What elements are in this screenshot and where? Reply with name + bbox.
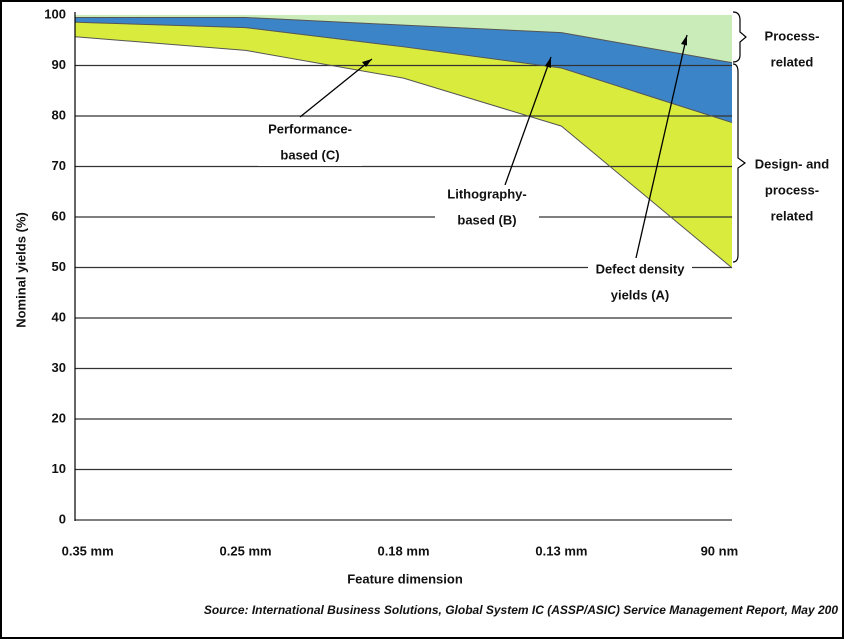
y-tick-label: 90 [52,57,66,72]
label-background [588,286,692,306]
annotation: Performance- [268,121,352,136]
boundary-line [74,36,733,269]
label-background [588,260,692,280]
annotation: Process- [765,28,820,43]
y-tick-label: 80 [52,107,66,122]
y-tick-label: 60 [52,208,66,223]
arrow-head [545,57,551,68]
arrow-head [362,59,372,67]
x-tick-label: 0.18 mm [377,543,429,558]
area-fill [75,17,732,123]
y-tick-label: 10 [52,461,66,476]
x-tick-label: 0.35 mm [62,543,114,558]
annotation: Design- and [755,156,829,171]
grid [75,64,732,521]
arrow [504,56,552,186]
annotation: based (C) [280,147,339,162]
boundary-line [74,21,733,124]
boundary-line [75,17,733,64]
source-note: Source: International Business Solutions… [204,603,838,617]
area-fill [75,15,732,63]
label-background [258,120,362,140]
annotation: Lithography- [447,186,526,201]
y-tick-label: 0 [59,511,66,526]
label-background [435,211,539,231]
area-fill [75,22,732,268]
x-tick-label: 0.25 mm [220,543,272,558]
y-tick-label: 100 [44,6,66,21]
label-background [435,185,539,205]
y-tick-label: 70 [52,158,66,173]
arrow [635,34,688,259]
y-tick-label: 20 [52,410,66,425]
x-tick-label: 90 nm [701,543,739,558]
annotation: yields (A) [611,287,670,302]
brace [732,11,747,63]
annotation: related [771,54,814,69]
annotation: related [771,208,814,223]
annotation: Defect density [596,261,686,276]
annotations-layer: Performance-based (C) Lithography-based (… [74,11,829,521]
annotation: based (B) [457,212,516,227]
y-axis-title: Nominal yields (%) [13,212,28,328]
x-axis-title: Feature dimension [347,571,463,586]
brace [732,63,747,263]
boundaries [74,17,733,269]
y-tick-label: 40 [52,309,66,324]
y-tick-label: 30 [52,360,66,375]
arrow [299,58,373,118]
annotation: process- [765,182,819,197]
x-tick-label: 0.13 mm [535,543,587,558]
areas [75,15,732,268]
y-tick-label: 50 [52,259,66,274]
arrow-head [681,35,687,46]
label-background [258,146,362,166]
